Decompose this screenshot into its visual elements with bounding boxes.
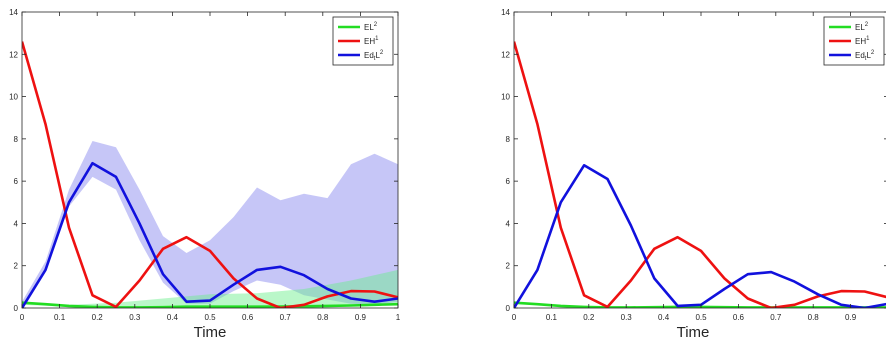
x-tick-label: 0 [512, 313, 517, 322]
x-axis-label: Time [194, 324, 227, 341]
legend-label-sup: 2 [374, 22, 378, 28]
x-tick-label: 0.8 [317, 313, 329, 322]
legend-label-sup: 1 [375, 36, 379, 42]
y-tick-label: 14 [501, 8, 510, 17]
legend-label-sub: t [374, 56, 376, 62]
legend-label-sup: 2 [871, 50, 875, 56]
legend-label: EdtL2 [855, 50, 875, 62]
plot-area [22, 41, 398, 308]
y-tick-label: 8 [14, 135, 19, 144]
x-tick-label: 0.2 [583, 313, 595, 322]
legend-label-main: EL [364, 23, 374, 32]
x-tick-label: 0.6 [733, 313, 745, 322]
legend-label-sup: 1 [866, 36, 870, 42]
x-tick-label: 0.1 [54, 313, 66, 322]
legend-label-main: Ed [364, 51, 374, 60]
y-tick-label: 2 [14, 262, 19, 271]
y-tick-label: 6 [14, 177, 19, 186]
y-tick-label: 0 [14, 304, 19, 313]
series-line-eh1 [22, 41, 398, 308]
x-tick-label: 1 [396, 313, 401, 322]
legend-label-main: EH [364, 37, 375, 46]
left-chart-panel: 0 2 4 6 8 10 12 14 0 0.1 0.2 0.3 0.4 0.5 0.6 0.7 0.8 0.9 1… [0, 0, 443, 343]
y-tick-label: 6 [506, 177, 511, 186]
legend-label-main: EL [855, 23, 865, 32]
plot-area [514, 41, 886, 308]
legend-label: EdtL2 [364, 50, 384, 62]
x-tick-label: 0.4 [167, 313, 179, 322]
x-axis: 0 0.1 0.2 0.3 0.4 0.5 0.6 0.7 0.8 0.9 [512, 12, 857, 322]
x-axis-label: Time [677, 324, 710, 341]
y-tick-label: 0 [506, 304, 511, 313]
legend-label: EL2 [855, 22, 869, 32]
x-tick-label: 0.1 [546, 313, 558, 322]
y-tick-label: 14 [9, 8, 18, 17]
y-tick-label: 10 [501, 93, 510, 102]
legend-label-tail: L [866, 51, 871, 60]
confidence-band [22, 269, 398, 308]
series-line-edtl2 [22, 161, 398, 308]
x-tick-label: 0.9 [355, 313, 367, 322]
x-tick-label: 0.8 [808, 313, 820, 322]
y-tick-label: 10 [9, 93, 18, 102]
legend-label-sup: 2 [380, 50, 384, 56]
legend-label-sup: 2 [865, 22, 869, 28]
x-tick-label: 0.5 [695, 313, 707, 322]
y-tick-label: 2 [506, 262, 511, 271]
x-tick-label: 0.4 [658, 313, 670, 322]
legend-label-sub: t [865, 56, 867, 62]
x-tick-label: 0 [20, 313, 25, 322]
x-tick-label: 0.9 [845, 313, 857, 322]
x-tick-label: 0.2 [92, 313, 104, 322]
x-tick-label: 0.3 [129, 313, 141, 322]
x-tick-label: 0.5 [204, 313, 216, 322]
right-chart-panel: 0 2 4 6 8 10 12 14 0 0.1 0.2 0.3 0.4 0.5 0.6 0.7 0.8 0.9 T… [443, 0, 886, 343]
legend-label: EH1 [855, 36, 870, 46]
legend-label-tail: L [375, 51, 380, 60]
y-tick-label: 12 [9, 50, 18, 59]
y-tick-label: 4 [14, 219, 19, 228]
legend-label-main: Ed [855, 51, 865, 60]
legend-label: EH1 [364, 36, 379, 46]
series-line-edtl2 [514, 164, 886, 308]
x-tick-label: 0.3 [621, 313, 633, 322]
x-tick-label: 0.7 [280, 313, 292, 322]
legend-label: EL2 [364, 22, 378, 32]
series-line-eh1 [514, 41, 886, 308]
x-axis: 0 0.1 0.2 0.3 0.4 0.5 0.6 0.7 0.8 0.9 1 [20, 12, 401, 322]
y-tick-label: 4 [506, 219, 511, 228]
y-tick-label: 12 [501, 50, 510, 59]
x-tick-label: 0.6 [242, 313, 254, 322]
legend-label-main: EH [855, 37, 866, 46]
confidence-band [22, 141, 398, 308]
y-tick-label: 8 [506, 135, 511, 144]
x-tick-label: 0.7 [770, 313, 782, 322]
